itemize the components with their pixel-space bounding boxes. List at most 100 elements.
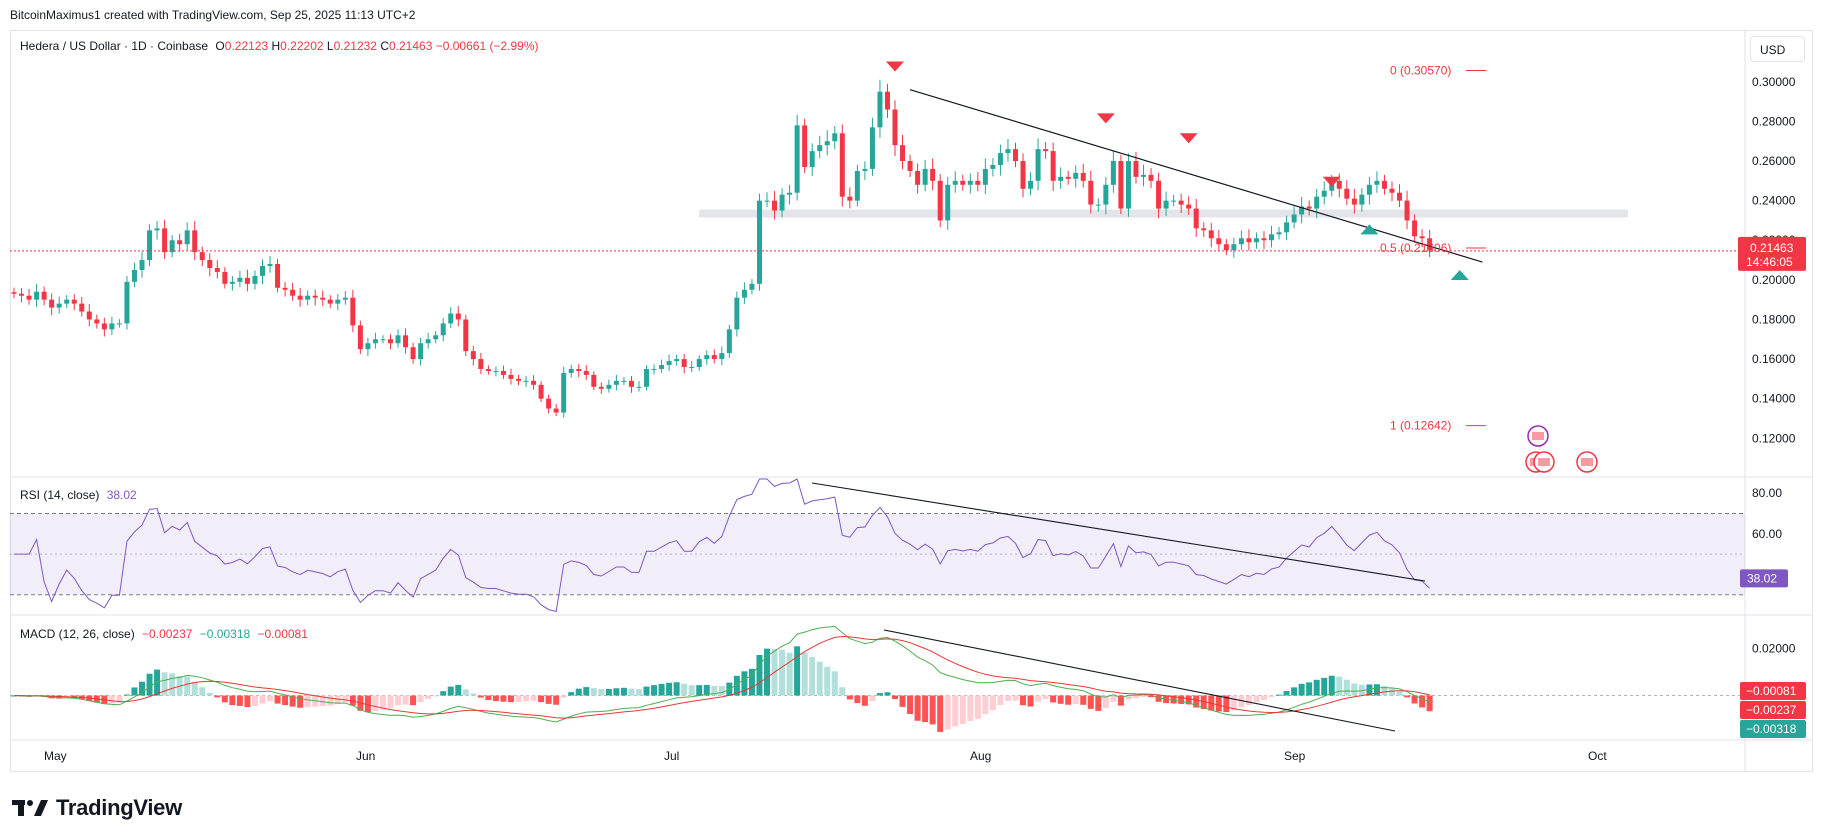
macd-histogram-bar — [259, 695, 266, 704]
currency-button[interactable]: USD — [1750, 36, 1805, 62]
macd-histogram-bar — [417, 695, 424, 703]
candle-body — [975, 180, 981, 185]
macd-histogram-bar — [199, 687, 206, 696]
macd-histogram-bar — [1087, 695, 1094, 709]
candle-body — [207, 260, 213, 268]
tradingview-logo[interactable]: TradingView — [12, 795, 182, 821]
candle-body — [320, 297, 326, 300]
candle-body — [244, 277, 250, 284]
candle-body — [1366, 184, 1372, 195]
candle-body — [470, 351, 476, 360]
candle-body — [463, 319, 469, 352]
macd-signal-line — [13, 635, 1430, 719]
candle-body — [1058, 176, 1064, 181]
macd-histogram-bar — [139, 681, 146, 696]
candle-body — [659, 365, 665, 369]
candle-body — [372, 339, 378, 344]
macd-histogram-bar — [507, 695, 514, 703]
candle-body — [734, 297, 740, 330]
us-economic-event-icon-flag — [1538, 458, 1550, 466]
candle-body — [967, 180, 973, 185]
candle-body — [1314, 196, 1320, 209]
macd-histogram-bar — [319, 695, 326, 706]
candle-body — [1374, 180, 1380, 185]
candle-body — [478, 359, 484, 369]
candle-body — [1110, 161, 1116, 185]
macd-histogram-bar — [327, 695, 334, 706]
macd-histogram-bar — [1125, 695, 1132, 700]
candle-body — [1321, 190, 1327, 197]
candle-body — [365, 343, 371, 350]
candle-body — [147, 230, 153, 261]
sell-signal-arrow — [1096, 113, 1115, 124]
macd-histogram-bar — [869, 695, 876, 702]
candle-body — [1412, 220, 1418, 237]
candle-body — [297, 295, 303, 300]
candle-body — [719, 353, 725, 360]
macd-histogram-bar — [523, 695, 530, 702]
candle-body — [56, 303, 62, 308]
macd-value-tag-text: −0.00318 — [1746, 722, 1797, 736]
chart-frame[interactable] — [10, 30, 1813, 772]
macd-histogram-bar — [1268, 695, 1275, 698]
candle-body — [1156, 180, 1162, 209]
macd-histogram-bar — [274, 695, 281, 704]
candle-body — [1028, 180, 1034, 189]
price-tick-label: 0.28000 — [1752, 114, 1796, 128]
macd-histogram-bar — [440, 691, 447, 696]
macd-histogram-bar — [1306, 682, 1313, 696]
macd-histogram-bar — [1057, 695, 1064, 704]
candle-body — [877, 91, 883, 128]
candle-body — [1080, 172, 1086, 181]
macd-histogram-bar — [1238, 695, 1245, 708]
macd-histogram-bar — [500, 695, 507, 702]
macd-histogram-bar — [1321, 677, 1328, 696]
macd-histogram-bar — [892, 695, 899, 700]
macd-histogram-bar — [944, 695, 951, 730]
macd-histogram-bar — [462, 689, 469, 696]
macd-histogram-bar — [410, 695, 417, 706]
macd-histogram-bar — [402, 695, 409, 705]
macd-histogram-bar — [1193, 695, 1200, 708]
candle-body — [869, 127, 875, 169]
macd-histogram-bar — [967, 695, 974, 721]
macd-histogram-bar — [1313, 679, 1320, 696]
macd-pane — [10, 625, 1745, 732]
candle-body — [184, 230, 190, 245]
macd-histogram-bar — [297, 695, 304, 708]
chart-canvas[interactable]: 0 (0.30570) 0.5 (0.21606) 1 (0.12642) 0.30… — [0, 0, 1825, 780]
macd-histogram-bar — [342, 695, 349, 703]
candle-body — [546, 398, 552, 409]
macd-histogram-bar — [703, 684, 710, 696]
macd-histogram-bar — [1358, 684, 1365, 696]
macd-value-tag-text: −0.00237 — [1746, 703, 1797, 717]
candle-body — [561, 372, 567, 413]
candle-body — [71, 299, 77, 304]
macd-histogram-bar — [733, 675, 740, 696]
candle-body — [11, 292, 17, 294]
macd-histogram-bar — [334, 695, 341, 705]
macd-histogram-bar — [244, 695, 251, 708]
macd-histogram-bar — [884, 692, 891, 696]
price-tick-label: 0.14000 — [1752, 392, 1796, 406]
candle-body — [1141, 174, 1146, 177]
macd-histogram-bar — [267, 695, 274, 702]
macd-histogram-bar — [364, 695, 371, 713]
price-tick-label: 0.18000 — [1752, 312, 1796, 326]
macd-histogram-bar — [831, 671, 838, 696]
candle-body — [131, 269, 137, 282]
candle-body — [1306, 206, 1312, 209]
macd-histogram-bar — [1404, 695, 1411, 698]
candle-body — [787, 192, 793, 195]
candle-body — [847, 196, 853, 201]
candle-body — [124, 281, 130, 324]
rsi-line — [14, 478, 1430, 613]
macd-histogram-bar — [146, 673, 153, 696]
candle-body — [380, 339, 386, 341]
price-tick-label: 0.26000 — [1752, 154, 1796, 168]
time-axis-label: Jun — [356, 749, 375, 763]
macd-histogram-bar — [221, 695, 228, 703]
macd-histogram-bar — [1148, 695, 1155, 698]
fib-label-2: 1 (0.12642) — [1390, 419, 1451, 433]
candle-body — [350, 297, 356, 326]
